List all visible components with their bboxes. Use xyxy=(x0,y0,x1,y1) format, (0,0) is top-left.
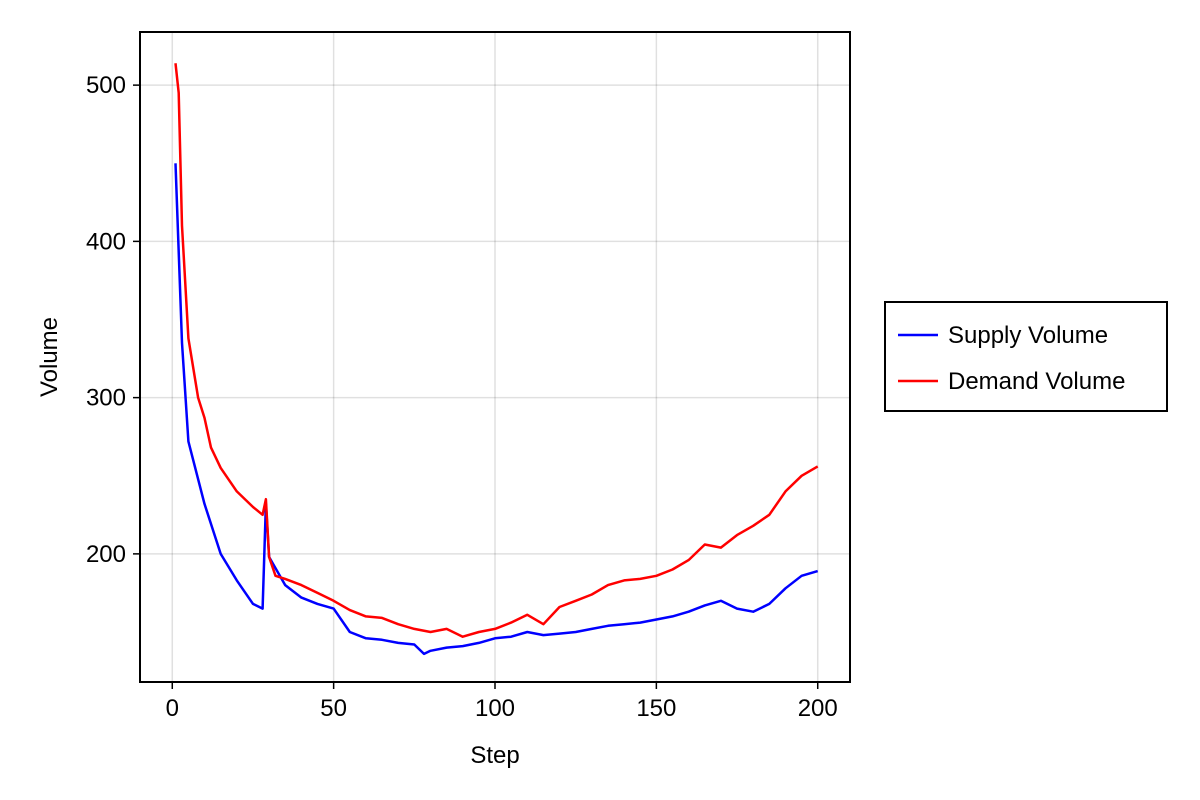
x-tick-label: 100 xyxy=(475,695,515,722)
y-axis-title: Volume xyxy=(36,317,63,397)
demand-volume-line xyxy=(174,63,819,638)
series-layer xyxy=(174,63,819,656)
ticks: 0 50 100 150 200 200 300 400 500 xyxy=(86,72,838,722)
x-tick-label: 150 xyxy=(636,695,676,722)
legend-label-supply-volume: Supply Volume xyxy=(948,322,1108,349)
y-tick-label: 300 xyxy=(86,385,126,412)
x-axis-title: Step xyxy=(470,742,519,769)
x-tick-label: 50 xyxy=(320,695,347,722)
legend: Supply Volume Demand Volume xyxy=(884,301,1168,412)
legend-box xyxy=(884,301,1168,412)
y-tick-label: 400 xyxy=(86,228,126,255)
grid xyxy=(140,32,850,682)
y-tick-label: 500 xyxy=(86,72,126,99)
y-tick-label: 200 xyxy=(86,541,126,568)
x-tick-label: 200 xyxy=(798,695,838,722)
x-tick-label: 0 xyxy=(166,695,179,722)
legend-label-demand-volume: Demand Volume xyxy=(948,368,1125,395)
supply-volume-line xyxy=(174,163,819,656)
